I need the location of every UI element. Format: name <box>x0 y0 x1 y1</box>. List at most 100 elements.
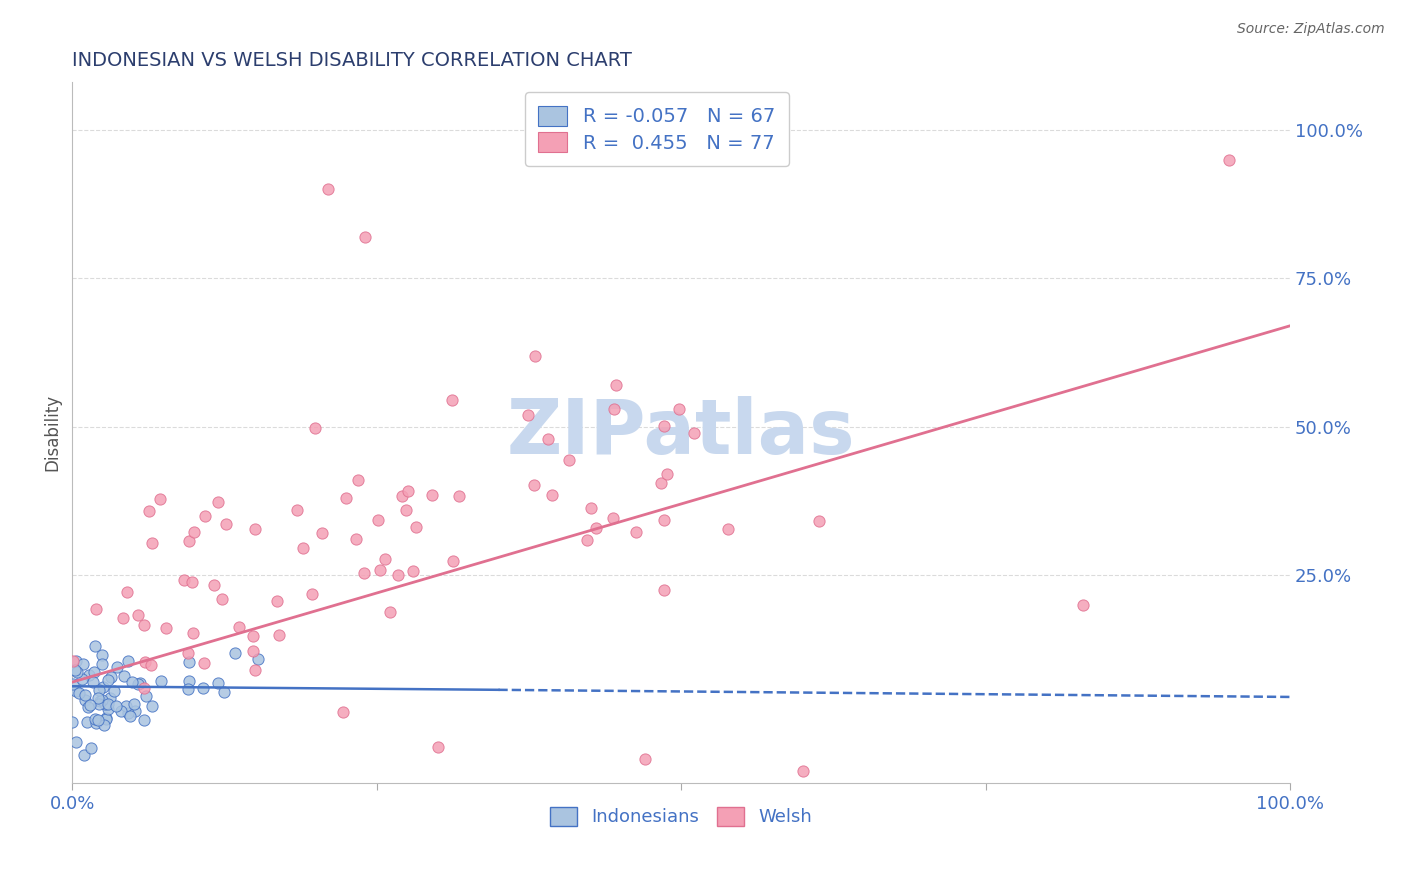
Point <box>124 704 146 718</box>
Point <box>70 672 93 686</box>
Point <box>76 714 98 729</box>
Point <box>633 752 655 766</box>
Point <box>401 564 423 578</box>
Point <box>62 655 84 669</box>
Point <box>97 698 120 712</box>
Point <box>655 467 678 482</box>
Point <box>93 717 115 731</box>
Point <box>90 657 112 671</box>
Point <box>60 715 83 730</box>
Point <box>211 592 233 607</box>
Point <box>808 514 831 528</box>
Point <box>97 702 120 716</box>
Point <box>391 489 413 503</box>
Point <box>127 677 149 691</box>
Point <box>104 698 127 713</box>
Point <box>650 475 672 490</box>
Point <box>524 349 547 363</box>
Point <box>316 182 339 196</box>
Point <box>112 669 135 683</box>
Point <box>202 578 225 592</box>
Point <box>228 620 250 634</box>
Point <box>440 392 463 407</box>
Point <box>65 684 87 698</box>
Point <box>132 713 155 727</box>
Point <box>523 477 546 491</box>
Point <box>558 453 581 467</box>
Point <box>242 643 264 657</box>
Point <box>215 517 238 532</box>
Point <box>378 605 401 619</box>
Point <box>179 673 201 688</box>
Point <box>183 524 205 539</box>
Point <box>149 492 172 507</box>
Point <box>368 563 391 577</box>
Point <box>353 566 375 580</box>
Point <box>717 522 740 536</box>
Y-axis label: Disability: Disability <box>44 394 60 471</box>
Point <box>72 657 94 672</box>
Point <box>121 674 143 689</box>
Point <box>79 698 101 713</box>
Point <box>285 503 308 517</box>
Point <box>94 711 117 725</box>
Point <box>77 667 100 681</box>
Point <box>77 699 100 714</box>
Point <box>652 583 675 598</box>
Point <box>122 697 145 711</box>
Point <box>347 473 370 487</box>
Point <box>517 408 540 422</box>
Point <box>91 692 114 706</box>
Point <box>117 653 139 667</box>
Point <box>420 488 443 502</box>
Point <box>139 658 162 673</box>
Point <box>267 628 290 642</box>
Point <box>83 712 105 726</box>
Point <box>224 646 246 660</box>
Point <box>110 704 132 718</box>
Point <box>177 655 200 669</box>
Point <box>626 525 648 540</box>
Point <box>79 740 101 755</box>
Point <box>115 698 138 713</box>
Point <box>65 734 87 748</box>
Point <box>63 663 86 677</box>
Point <box>1218 153 1240 167</box>
Point <box>426 740 449 755</box>
Point <box>115 584 138 599</box>
Point <box>89 694 111 708</box>
Point <box>576 533 599 547</box>
Point <box>396 484 419 499</box>
Point <box>212 685 235 699</box>
Point <box>94 712 117 726</box>
Point <box>97 673 120 688</box>
Point <box>332 705 354 719</box>
Point <box>176 682 198 697</box>
Point <box>87 683 110 698</box>
Point <box>120 709 142 723</box>
Point <box>207 675 229 690</box>
Point <box>117 706 139 720</box>
Point <box>654 512 676 526</box>
Point <box>65 654 87 668</box>
Point <box>82 675 104 690</box>
Point <box>111 611 134 625</box>
Text: INDONESIAN VS WELSH DISABILITY CORRELATION CHART: INDONESIAN VS WELSH DISABILITY CORRELATI… <box>72 51 633 70</box>
Point <box>132 681 155 695</box>
Point <box>100 670 122 684</box>
Text: ZIPatlas: ZIPatlas <box>506 396 855 470</box>
Point <box>394 503 416 517</box>
Point <box>301 587 323 601</box>
Point <box>792 764 814 779</box>
Point <box>94 697 117 711</box>
Point <box>87 690 110 705</box>
Point <box>602 511 624 525</box>
Point <box>311 525 333 540</box>
Point <box>98 690 121 705</box>
Point <box>243 522 266 536</box>
Point <box>443 554 465 568</box>
Point <box>242 628 264 642</box>
Point <box>652 418 675 433</box>
Point <box>353 229 375 244</box>
Point <box>141 699 163 714</box>
